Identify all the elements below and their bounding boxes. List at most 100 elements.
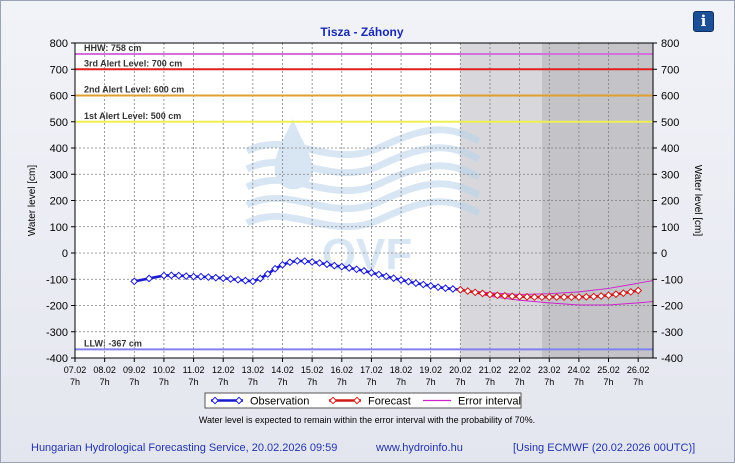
- x-tick-label-hour: 7h: [396, 377, 406, 387]
- y-axis-title-left: Water level [cm]: [27, 165, 38, 237]
- forecast-point: [552, 293, 561, 302]
- forecast-point: [604, 291, 613, 300]
- legend-label: Observation: [250, 396, 309, 408]
- forecast-point: [463, 287, 472, 295]
- forecast-point: [567, 293, 576, 302]
- reference-line-label: HHW: 758 cm: [84, 43, 141, 53]
- footer-website-link[interactable]: www.hydroinfo.hu: [376, 442, 463, 454]
- observation-point: [308, 258, 317, 266]
- forecast-point: [508, 292, 517, 301]
- y-tick-label-right: -400: [661, 353, 683, 365]
- observation-point: [389, 274, 398, 283]
- x-tick-label-date: 18.02: [390, 365, 413, 375]
- x-tick-label-date: 13.02: [242, 365, 265, 375]
- y-tick-label-right: 300: [661, 169, 679, 181]
- legend-label: Error interval: [458, 396, 521, 408]
- x-tick-label-hour: 7h: [159, 377, 169, 387]
- observation-point: [426, 281, 435, 290]
- observation-point: [397, 276, 405, 284]
- observation-point: [271, 264, 279, 273]
- legend-swatch-marker: [353, 396, 361, 405]
- y-tick-label-right: -300: [661, 327, 683, 339]
- forecast-point: [500, 291, 509, 300]
- y-tick-label-right: 800: [661, 38, 679, 50]
- observation-point: [263, 270, 272, 278]
- observation-point: [323, 260, 331, 269]
- observation-point: [315, 259, 324, 267]
- y-tick-label-left: 500: [50, 117, 68, 129]
- y-tick-label-left: 100: [50, 222, 68, 234]
- x-tick-label-date: 22.02: [508, 365, 531, 375]
- y-tick-label-right: 600: [661, 91, 679, 103]
- observation-point: [300, 257, 309, 266]
- y-tick-label-right: 200: [661, 196, 679, 208]
- x-tick-label-hour: 7h: [189, 377, 199, 387]
- observation-point: [293, 256, 302, 265]
- chart-note: Water level is expected to remain within…: [199, 415, 535, 425]
- x-tick-label-hour: 7h: [337, 377, 347, 387]
- forecast-point: [523, 292, 531, 301]
- x-tick-label-date: 15.02: [301, 365, 324, 375]
- observation-point: [248, 277, 257, 286]
- reference-line-label: 3rd Alert Level: 700 cm: [84, 58, 182, 68]
- x-tick-label-hour: 7h: [455, 377, 465, 387]
- y-tick-label-left: 600: [50, 91, 68, 103]
- y-tick-label-left: 700: [50, 64, 68, 76]
- x-tick-label-date: 09.02: [123, 365, 146, 375]
- reference-line-label: 2nd Alert Level: 600 cm: [84, 85, 184, 95]
- footer-model-info: [Using ECMWF (20.02.2026 00UTC)]: [513, 442, 696, 454]
- forecast-point: [486, 290, 494, 299]
- watermark-wave-icon: [245, 198, 481, 231]
- x-tick-label-hour: 7h: [604, 377, 614, 387]
- x-tick-label-hour: 7h: [366, 377, 376, 387]
- observation-point: [434, 283, 443, 292]
- watermark-wave-icon: [245, 180, 481, 213]
- forecast-point: [619, 289, 628, 298]
- observation-point: [360, 266, 368, 275]
- observation-point: [189, 272, 198, 281]
- observation-point: [211, 273, 220, 282]
- reference-line-label: 1st Alert Level: 500 cm: [84, 111, 181, 121]
- error-interval-upper: [460, 280, 654, 295]
- observation-point: [285, 258, 294, 267]
- y-tick-label-right: -200: [661, 301, 683, 313]
- x-tick-label-hour: 7h: [129, 377, 139, 387]
- x-tick-label-hour: 7h: [426, 377, 436, 387]
- watermark-drop-icon: [274, 119, 313, 190]
- footer-service: Hungarian Hydrological Forecasting Servi…: [31, 442, 338, 454]
- x-tick-label-date: 19.02: [419, 365, 442, 375]
- x-tick-label-hour: 7h: [515, 377, 525, 387]
- forecast-point: [493, 291, 502, 300]
- y-tick-label-left: -200: [46, 301, 68, 313]
- legend-box: [204, 392, 522, 409]
- watermark-wave-icon: [245, 144, 481, 177]
- x-tick-label-hour: 7h: [307, 377, 317, 387]
- chart-title: Tisza - Záhony: [320, 25, 403, 39]
- y-axis-title-right: Water level [cm]: [692, 165, 703, 237]
- observation-point: [382, 272, 391, 281]
- y-tick-label-right: 0: [661, 248, 667, 260]
- y-tick-label-left: -300: [46, 327, 68, 339]
- observation-point: [226, 275, 235, 283]
- observation-point: [404, 277, 413, 286]
- x-tick-label-date: 07.02: [64, 365, 87, 375]
- y-tick-label-right: -100: [661, 274, 683, 286]
- info-icon[interactable]: i: [693, 11, 714, 32]
- y-tick-label-left: 800: [50, 38, 68, 50]
- x-tick-label-date: 17.02: [360, 365, 383, 375]
- observation-point: [352, 265, 361, 274]
- legend-label: Forecast: [368, 396, 411, 408]
- observation-point: [234, 275, 242, 284]
- y-tick-label-right: 500: [661, 117, 679, 129]
- forecast-point: [612, 290, 620, 299]
- x-tick-label-date: 26.02: [627, 365, 650, 375]
- x-tick-label-hour: 7h: [574, 377, 584, 387]
- observation-point: [241, 276, 250, 285]
- observation-point: [160, 271, 168, 280]
- x-tick-label-date: 20.02: [449, 365, 472, 375]
- x-tick-label-hour: 7h: [218, 377, 228, 387]
- forecast-point: [515, 292, 524, 301]
- forecast-point: [537, 293, 546, 302]
- forecast-point: [597, 292, 606, 300]
